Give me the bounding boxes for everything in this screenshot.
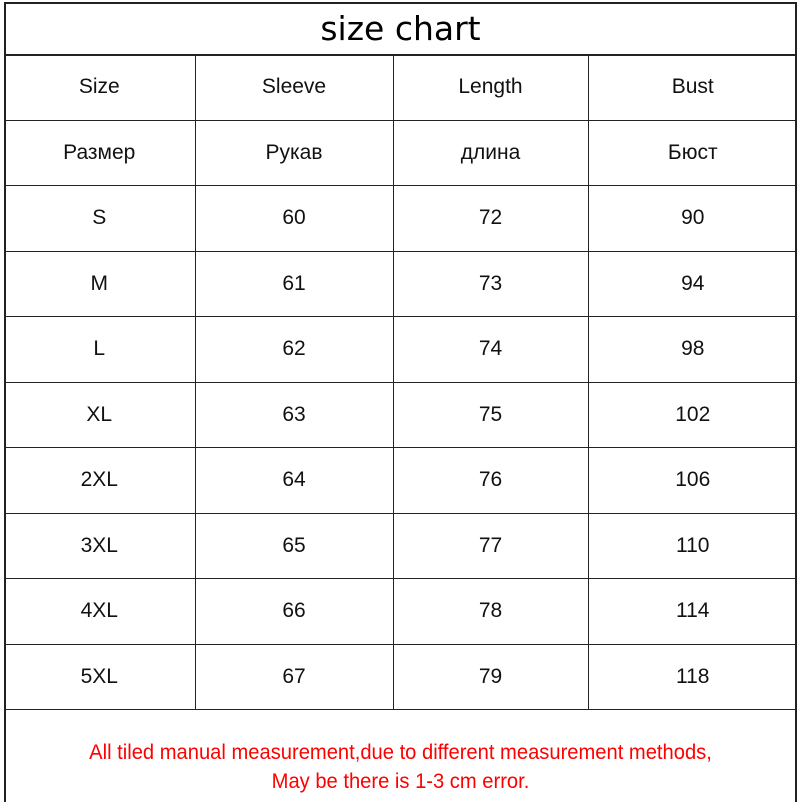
measurement-note: All tiled manual measurement,due to diff… bbox=[20, 718, 781, 800]
table-cell: 76 bbox=[392, 447, 589, 514]
header-cell: длина bbox=[392, 119, 589, 186]
table-row: M 61 73 94 bbox=[4, 250, 797, 317]
header-cell: Рукав bbox=[194, 119, 394, 186]
table-cell: 67 bbox=[194, 643, 394, 710]
table-cell: L bbox=[4, 316, 196, 383]
table-cell: 5XL bbox=[4, 643, 196, 710]
header-cell: Size bbox=[4, 55, 196, 121]
table-cell: 118 bbox=[587, 643, 797, 710]
header-cell: Sleeve bbox=[194, 55, 394, 121]
table-cell: 62 bbox=[194, 316, 394, 383]
table-cell: 63 bbox=[194, 381, 394, 448]
table-row: XL 63 75 102 bbox=[4, 381, 797, 448]
table-cell: 64 bbox=[194, 447, 394, 514]
table-cell: 77 bbox=[392, 512, 589, 579]
table-cell: 66 bbox=[194, 578, 394, 645]
table-cell: 102 bbox=[587, 381, 797, 448]
table-cell: S bbox=[4, 185, 196, 252]
table-cell: 114 bbox=[587, 578, 797, 645]
table-cell: 74 bbox=[392, 316, 589, 383]
table-cell: 98 bbox=[587, 316, 797, 383]
header-cell: Length bbox=[392, 55, 589, 121]
table-row: 3XL 65 77 110 bbox=[4, 512, 797, 579]
table-cell: 94 bbox=[587, 250, 797, 317]
table-cell: 65 bbox=[194, 512, 394, 579]
header-row-russian: Размер Рукав длина Бюст bbox=[4, 119, 797, 186]
table-row: L 62 74 98 bbox=[4, 316, 797, 383]
table-cell: 110 bbox=[587, 512, 797, 579]
table-cell: 106 bbox=[587, 447, 797, 514]
table-cell: M bbox=[4, 250, 196, 317]
header-row-english: Size Sleeve Length Bust bbox=[4, 55, 797, 121]
table-cell: 72 bbox=[392, 185, 589, 252]
table-cell: 4XL bbox=[4, 578, 196, 645]
header-cell: Размер bbox=[4, 119, 196, 186]
table-cell: 79 bbox=[392, 643, 589, 710]
table-row: 2XL 64 76 106 bbox=[4, 447, 797, 514]
size-table: Size Sleeve Length Bust Размер Рукав дли… bbox=[4, 55, 797, 710]
table-cell: 73 bbox=[392, 250, 589, 317]
table-cell: 3XL bbox=[4, 512, 196, 579]
table-cell: 78 bbox=[392, 578, 589, 645]
page-title: size chart bbox=[4, 2, 797, 56]
table-cell: XL bbox=[4, 381, 196, 448]
table-cell: 2XL bbox=[4, 447, 196, 514]
note-line-2: May be there is 1-3 cm error. bbox=[271, 770, 530, 793]
header-cell: Bust bbox=[587, 55, 797, 121]
table-cell: 75 bbox=[392, 381, 589, 448]
table-cell: 90 bbox=[587, 185, 797, 252]
header-cell: Бюст bbox=[587, 119, 797, 186]
table-row: 4XL 66 78 114 bbox=[4, 578, 797, 645]
table-cell: 60 bbox=[194, 185, 394, 252]
table-cell: 61 bbox=[194, 250, 394, 317]
note-line-1: All tiled manual measurement,due to diff… bbox=[89, 741, 712, 764]
table-row: 5XL 67 79 118 bbox=[4, 643, 797, 710]
table-row: S 60 72 90 bbox=[4, 185, 797, 252]
